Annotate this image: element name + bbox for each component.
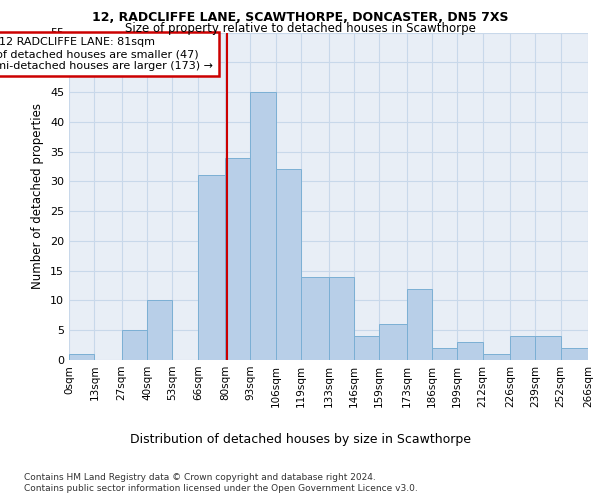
Bar	[147, 300, 172, 360]
Bar	[301, 276, 329, 360]
Bar	[457, 342, 482, 360]
Text: Contains HM Land Registry data © Crown copyright and database right 2024.: Contains HM Land Registry data © Crown c…	[24, 472, 376, 482]
Bar	[69, 354, 94, 360]
Bar	[432, 348, 457, 360]
Bar	[250, 92, 276, 360]
Bar	[122, 330, 147, 360]
Bar	[560, 348, 588, 360]
Bar	[198, 176, 225, 360]
Bar	[276, 170, 301, 360]
Text: Distribution of detached houses by size in Scawthorpe: Distribution of detached houses by size …	[130, 432, 470, 446]
Bar	[379, 324, 407, 360]
Y-axis label: Number of detached properties: Number of detached properties	[31, 104, 44, 289]
Bar	[535, 336, 560, 360]
Text: 12, RADCLIFFE LANE, SCAWTHORPE, DONCASTER, DN5 7XS: 12, RADCLIFFE LANE, SCAWTHORPE, DONCASTE…	[92, 11, 508, 24]
Text: 12 RADCLIFFE LANE: 81sqm
← 21% of detached houses are smaller (47)
78% of semi-d: 12 RADCLIFFE LANE: 81sqm ← 21% of detach…	[0, 38, 213, 70]
Bar	[510, 336, 535, 360]
Bar	[329, 276, 354, 360]
Bar	[225, 158, 250, 360]
Bar	[407, 288, 432, 360]
Text: Size of property relative to detached houses in Scawthorpe: Size of property relative to detached ho…	[125, 22, 475, 35]
Bar	[354, 336, 379, 360]
Text: Contains public sector information licensed under the Open Government Licence v3: Contains public sector information licen…	[24, 484, 418, 493]
Bar	[482, 354, 510, 360]
